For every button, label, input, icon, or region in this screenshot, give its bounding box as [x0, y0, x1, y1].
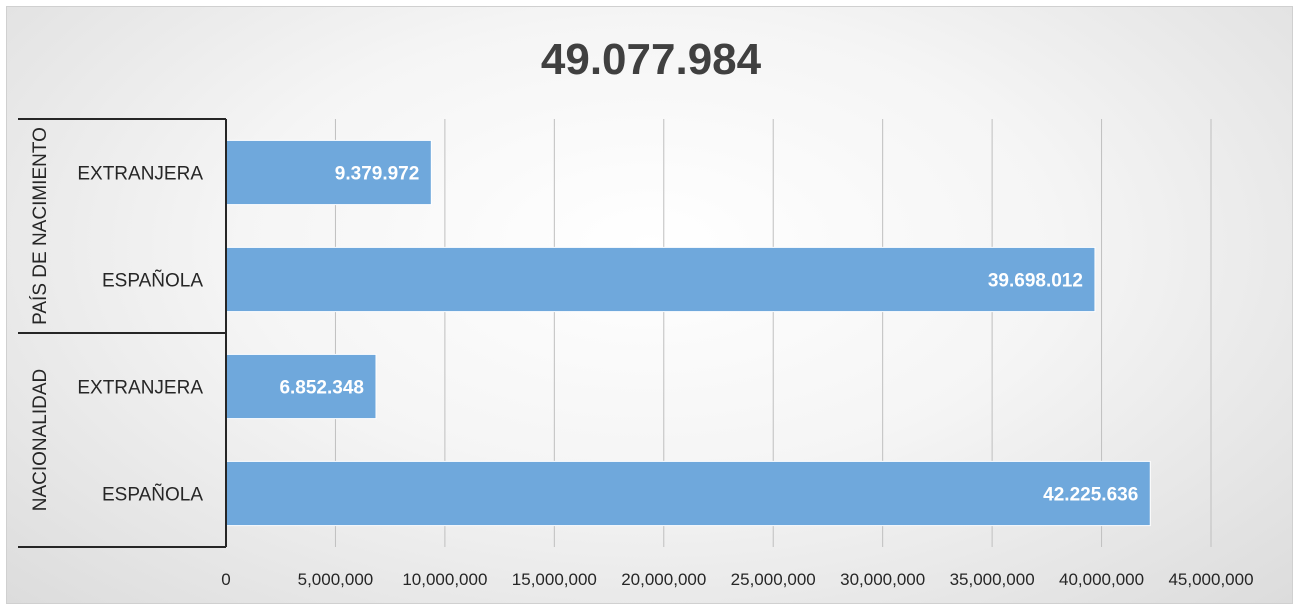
data-label: 9.379.972 — [335, 164, 420, 185]
x-tick-label: 15,000,000 — [512, 570, 597, 589]
category-label: ESPAÑOLA — [102, 484, 203, 506]
bar — [225, 246, 1096, 313]
category-label: EXTRANJERA — [77, 378, 203, 399]
x-tick-label: 35,000,000 — [950, 570, 1035, 589]
data-label: 42.225.636 — [1043, 485, 1138, 506]
x-axis-ticks: 0 5,000,000 10,000,000 15,000,000 20,000,000… — [221, 570, 1253, 589]
x-tick-label: 45,000,000 — [1168, 570, 1253, 589]
x-tick-label: 10,000,000 — [402, 570, 487, 589]
group-label: PAÍS DE NACIMIENTO — [30, 127, 51, 325]
group-label: NACIONALIDAD — [30, 369, 51, 512]
x-tick-label: 0 — [221, 570, 230, 589]
chart-title: 49.077.984 — [541, 35, 762, 84]
category-label: ESPAÑOLA — [102, 270, 203, 292]
bar — [225, 460, 1151, 527]
data-label: 6.852.348 — [279, 378, 364, 399]
bars: 9.379.972 39.698.012 6.852.348 42.225.636 — [225, 139, 1151, 527]
category-axis: EXTRANJERA ESPAÑOLA EXTRANJERA ESPAÑOLA PAÍS… — [18, 118, 227, 548]
bar — [225, 139, 432, 206]
x-tick-label: 30,000,000 — [840, 570, 925, 589]
data-label: 39.698.012 — [988, 271, 1083, 292]
x-tick-label: 25,000,000 — [731, 570, 816, 589]
x-tick-label: 20,000,000 — [621, 570, 706, 589]
category-label: EXTRANJERA — [77, 164, 203, 185]
x-tick-label: 5,000,000 — [298, 570, 374, 589]
bar — [225, 353, 377, 420]
x-tick-label: 40,000,000 — [1059, 570, 1144, 589]
